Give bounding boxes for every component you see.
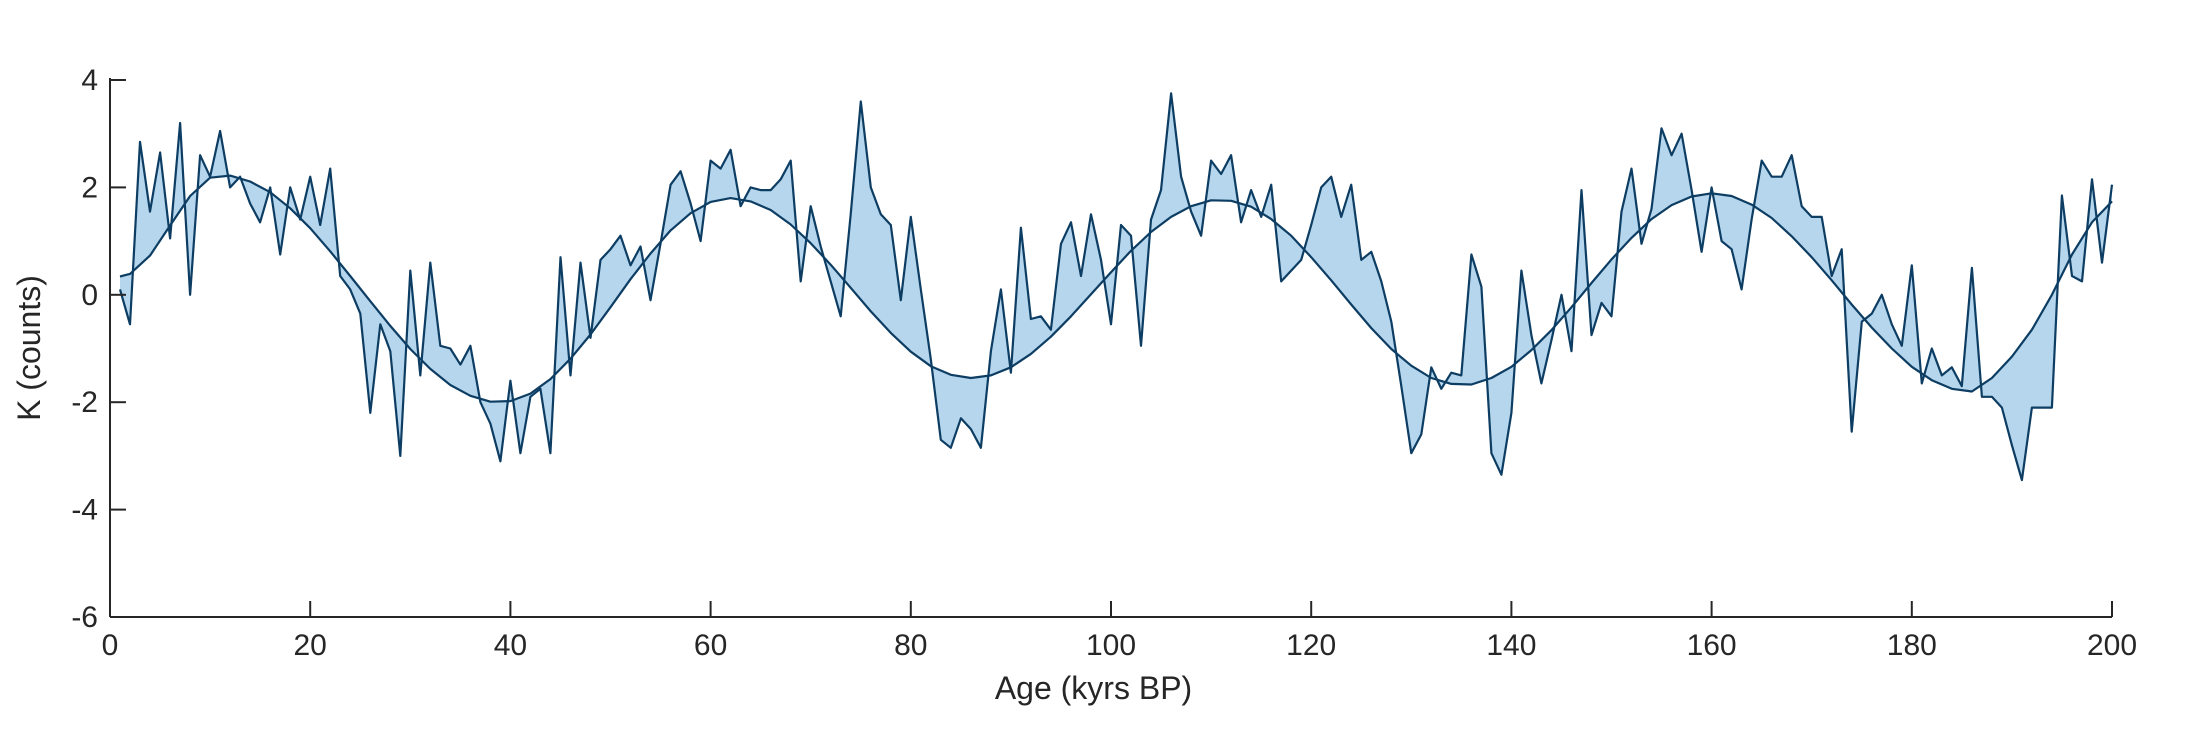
smoothed-line (119, 174, 2113, 403)
y-tick-label: -6 (71, 601, 98, 634)
band-fill (120, 93, 2112, 481)
y-tick-label: 4 (81, 64, 98, 97)
x-tick-label: 140 (1486, 629, 1536, 662)
x-tick-label: 180 (1887, 629, 1937, 662)
y-axis-label: K (counts) (11, 275, 47, 421)
x-tick-label: 80 (894, 629, 927, 662)
x-tick-label: 40 (494, 629, 527, 662)
y-tick-label: -2 (71, 386, 98, 419)
x-tick-label: 100 (1086, 629, 1136, 662)
x-tick-label: 120 (1286, 629, 1336, 662)
y-tick-label: 2 (81, 171, 98, 204)
raw-line (118, 92, 2114, 482)
x-tick-label: 20 (294, 629, 327, 662)
x-tick-label: 60 (694, 629, 727, 662)
x-axis-label: Age (kyrs BP) (994, 670, 1193, 706)
y-tick-label: -4 (71, 494, 98, 527)
x-tick-label: 200 (2087, 629, 2137, 662)
x-tick-label: 160 (1687, 629, 1737, 662)
x-tick-label: 0 (102, 629, 119, 662)
y-tick-label: 0 (81, 279, 98, 312)
